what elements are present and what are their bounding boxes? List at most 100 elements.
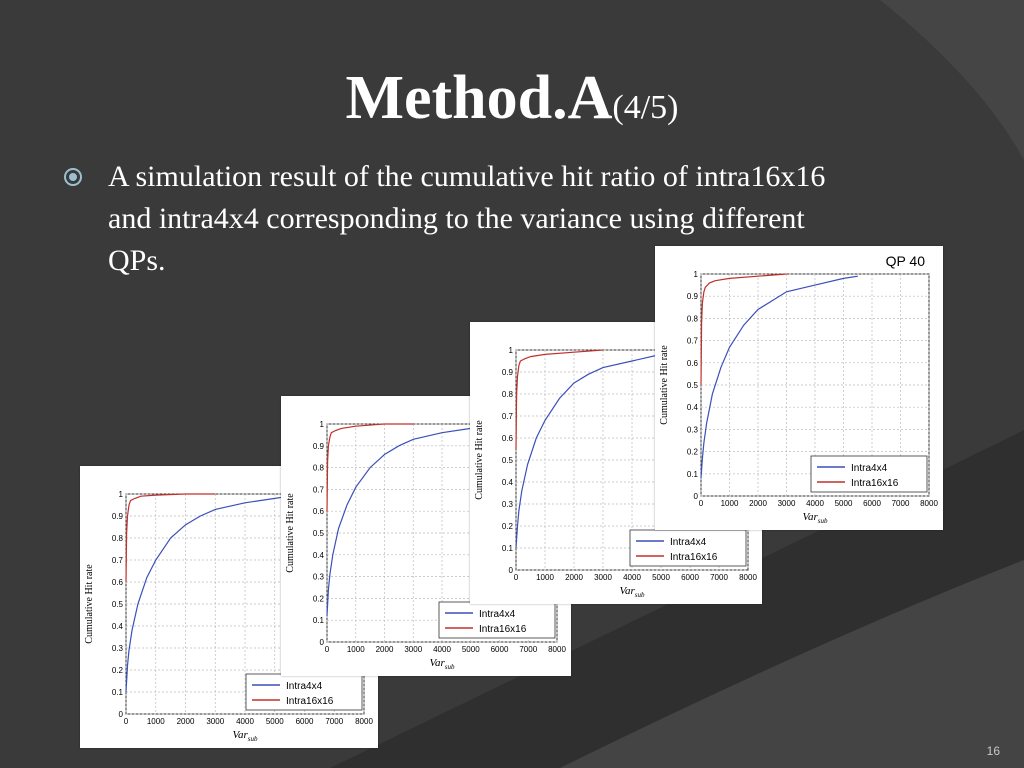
- page-number: 16: [986, 744, 1000, 758]
- y-tick-label: 0.6: [502, 434, 514, 443]
- legend-box: [629, 529, 747, 567]
- y-tick-label: 0.6: [687, 359, 699, 368]
- x-tick-label: 1000: [147, 717, 165, 726]
- y-tick-label: 0.8: [687, 314, 699, 323]
- x-tick-label: 1000: [721, 499, 739, 508]
- y-axis-label: Cumulative Hit rate: [659, 345, 670, 425]
- chart-qp40: QP 40 0 1000 2000 3000 4000 5000 6000 7000 8000 0 0…: [655, 246, 943, 530]
- x-tick-label: 4000: [806, 499, 824, 508]
- y-tick-label: 0.4: [313, 551, 325, 560]
- y-tick-label: 0.5: [502, 456, 514, 465]
- slide-title: Method.A(4/5): [0, 58, 1024, 148]
- x-axis-label: Varsub: [802, 511, 828, 525]
- y-tick-label: 0.9: [687, 292, 699, 301]
- x-tick-label: 1000: [536, 573, 554, 582]
- title-main: Method.A: [345, 64, 613, 132]
- legend-box: [810, 455, 928, 493]
- y-tick-label: 0.4: [687, 403, 699, 412]
- series-line-intra4x4: [700, 275, 858, 479]
- bullet-text: A simulation result of the cumulative hi…: [108, 160, 826, 277]
- series-line-intra16x16: [326, 423, 414, 512]
- y-tick-label: 0.6: [313, 507, 325, 516]
- y-axis-label: Cumulative Hit rate: [474, 420, 485, 500]
- y-tick-label: 0.2: [313, 594, 325, 603]
- x-tick-label: 7000: [892, 499, 910, 508]
- legend-label: Intra4x4: [479, 609, 516, 620]
- series-line-intra4x4: [125, 495, 290, 693]
- legend-label: Intra16x16: [286, 696, 334, 707]
- y-tick-label: 0: [694, 492, 699, 501]
- legend-label: Intra4x4: [851, 463, 888, 474]
- x-axis-label-subscript: sub: [248, 735, 258, 743]
- chart-qp40-svg: QP 40 0 1000 2000 3000 4000 5000 6000 7000 8000 0 0…: [659, 253, 938, 525]
- y-tick-label: 0.1: [687, 470, 699, 479]
- x-tick-label: 2000: [565, 573, 583, 582]
- bullet-icon: [64, 168, 82, 186]
- x-tick-label: 5000: [835, 499, 853, 508]
- chart-title: QP 40: [886, 253, 926, 269]
- x-tick-label: 5000: [266, 717, 284, 726]
- y-axis-label: Cumulative Hit rate: [84, 564, 95, 644]
- x-tick-label: 6000: [681, 573, 699, 582]
- y-tick-label: 0.2: [112, 666, 124, 675]
- y-tick-label: 0.6: [112, 578, 124, 587]
- y-tick-label: 0.1: [313, 616, 325, 625]
- x-tick-label: 0: [325, 645, 330, 654]
- y-tick-label: 1: [694, 270, 699, 279]
- x-tick-label: 8000: [548, 645, 566, 654]
- y-tick-label: 1: [119, 490, 124, 499]
- y-tick-label: 0.2: [687, 448, 699, 457]
- y-axis-label: Cumulative Hit rate: [285, 493, 296, 573]
- series-line-intra4x4: [515, 351, 676, 549]
- y-tick-label: 0.8: [112, 534, 124, 543]
- x-axis-label: Varsub: [232, 729, 258, 743]
- x-tick-label: 3000: [206, 717, 224, 726]
- legend-label: Intra16x16: [670, 552, 718, 563]
- x-tick-label: 7000: [519, 645, 537, 654]
- y-tick-label: 0.8: [313, 464, 325, 473]
- title-sub: (4/5): [612, 89, 679, 126]
- x-tick-label: 3000: [778, 499, 796, 508]
- y-tick-label: 0.7: [112, 556, 124, 565]
- y-tick-label: 1: [509, 346, 514, 355]
- x-tick-label: 0: [124, 717, 129, 726]
- x-tick-label: 6000: [491, 645, 509, 654]
- x-tick-label: 6000: [863, 499, 881, 508]
- x-axis-label: Varsub: [619, 585, 645, 599]
- y-tick-label: 0.8: [502, 390, 514, 399]
- series-line-intra4x4: [326, 425, 486, 616]
- y-tick-label: 0.1: [112, 688, 124, 697]
- y-tick-label: 0.4: [502, 478, 514, 487]
- y-tick-label: 0.4: [112, 622, 124, 631]
- y-tick-label: 0: [320, 638, 325, 647]
- legend-label: Intra16x16: [479, 624, 527, 635]
- y-tick-label: 0.1: [502, 544, 514, 553]
- legend-label: Intra4x4: [286, 681, 323, 692]
- x-tick-label: 4000: [236, 717, 254, 726]
- x-tick-label: 1000: [347, 645, 365, 654]
- series-line-intra16x16: [515, 349, 604, 450]
- y-tick-label: 0: [119, 710, 124, 719]
- y-tick-label: 0.5: [112, 600, 124, 609]
- x-tick-label: 2000: [376, 645, 394, 654]
- x-tick-label: 7000: [325, 717, 343, 726]
- x-tick-label: 4000: [433, 645, 451, 654]
- x-tick-label: 2000: [177, 717, 195, 726]
- y-tick-label: 0.9: [313, 442, 325, 451]
- x-tick-label: 0: [514, 573, 519, 582]
- y-tick-label: 0.3: [313, 573, 325, 582]
- y-tick-label: 0.5: [313, 529, 325, 538]
- x-axis-label-subscript: sub: [818, 517, 828, 525]
- x-tick-label: 5000: [462, 645, 480, 654]
- legend-label: Intra16x16: [851, 478, 899, 489]
- x-tick-label: 0: [699, 499, 704, 508]
- series-line-intra16x16: [700, 273, 787, 386]
- x-tick-label: 7000: [710, 573, 728, 582]
- y-tick-label: 0.3: [112, 644, 124, 653]
- series-line-intra16x16: [125, 493, 216, 583]
- y-tick-label: 0.3: [687, 425, 699, 434]
- y-tick-label: 0.9: [112, 512, 124, 521]
- x-axis-label-subscript: sub: [635, 591, 645, 599]
- x-tick-label: 4000: [623, 573, 641, 582]
